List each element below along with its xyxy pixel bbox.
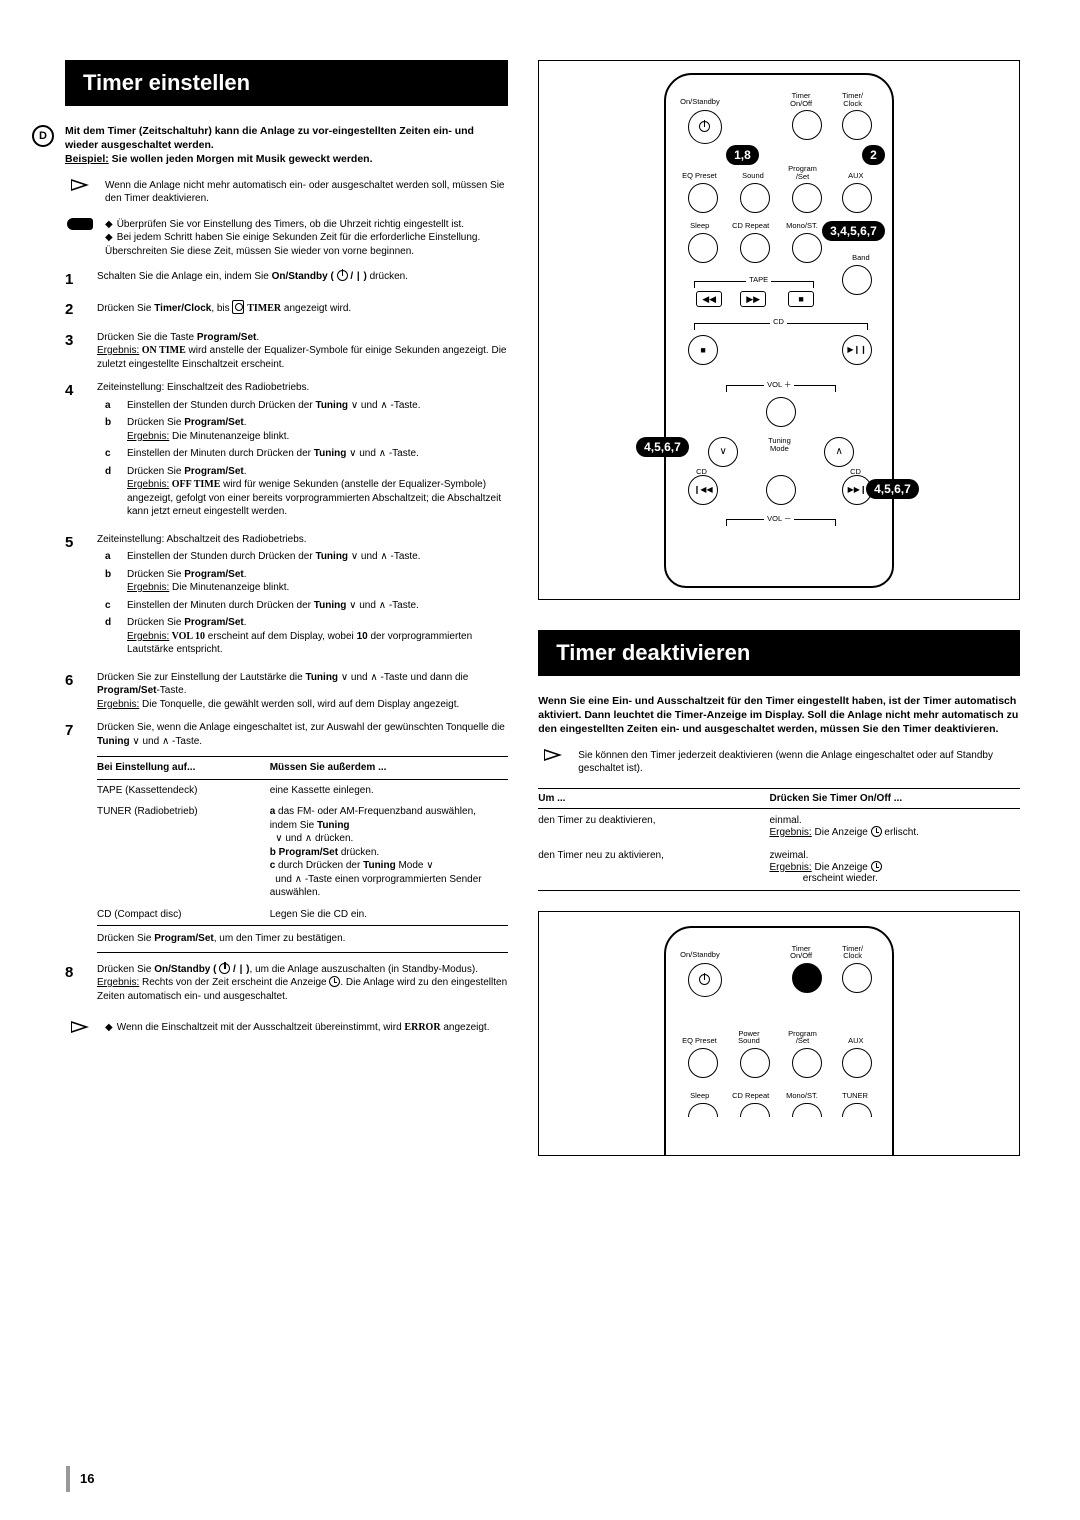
cd-stop-icon: ■: [688, 335, 718, 365]
step-1-num: 1: [65, 270, 85, 290]
step-6-num: 6: [65, 671, 85, 712]
cd-prev-icon: ❙◀◀: [688, 475, 718, 505]
step-5-num: 5: [65, 533, 85, 661]
step-3-num: 3: [65, 331, 85, 372]
clock-box-icon: [232, 300, 244, 314]
section-title-timer-set: Timer einstellen: [65, 60, 508, 106]
step-5: Zeiteinstellung: Abschaltzeit des Radiob…: [97, 533, 508, 661]
step-7-num: 7: [65, 721, 85, 953]
note-deactivate: Wenn die Anlage nicht mehr automatisch e…: [65, 179, 508, 206]
deact-table: Um ...Drücken Sie Timer On/Off ... den T…: [538, 788, 1020, 891]
note-error: ◆Wenn die Einschaltzeit mit der Ausschal…: [65, 1021, 508, 1035]
step-4: Zeiteinstellung: Einschaltzeit des Radio…: [97, 381, 508, 523]
clock-icon: [329, 976, 340, 987]
fastforward-icon: ▶▶: [740, 291, 766, 307]
step-8: Drücken Sie On/Standby ( / | ), um die A…: [97, 963, 508, 1004]
step-2: Drücken Sie Timer/Clock, bis TIMER angez…: [97, 300, 508, 320]
stop-icon: ■: [788, 291, 814, 307]
step-7: Drücken Sie, wenn die Anlage eingeschalt…: [97, 721, 508, 953]
rewind-icon: ◀◀: [696, 291, 722, 307]
deact-note: Sie können den Timer jederzeit deaktivie…: [538, 749, 1020, 776]
step-8-num: 8: [65, 963, 85, 1004]
remote-diagram-1: On/Standby TimerOn/Off Timer/Clock 1,8 2…: [538, 60, 1020, 600]
clock-icon: [871, 826, 882, 837]
step-2-num: 2: [65, 300, 85, 320]
deact-intro: Wenn Sie eine Ein- und Ausschaltzeit für…: [538, 694, 1020, 737]
step-1: Schalten Sie die Anlage ein, indem Sie O…: [97, 270, 508, 290]
arrow-right-icon: [65, 1021, 95, 1035]
arrow-right-icon: [65, 179, 95, 193]
step-4-num: 4: [65, 381, 85, 523]
remote-diagram-2: On/Standby TimerOn/Off Timer/Clock EQ Pr…: [538, 911, 1020, 1156]
step-6: Drücken Sie zur Einstellung der Lautstär…: [97, 671, 508, 712]
section-title-timer-deact: Timer deaktivieren: [538, 630, 1020, 676]
callout-2: 2: [862, 145, 885, 165]
arrow-right-icon: [538, 749, 568, 763]
hand-icon: [65, 218, 95, 232]
page-number: 16: [80, 1471, 94, 1486]
source-table: Bei Einstellung auf...Müssen Sie außerde…: [97, 756, 508, 926]
note-check: ◆Überprüfen Sie vor Einstellung des Time…: [65, 218, 508, 259]
cd-play-icon: ▶❙❙: [842, 335, 872, 365]
callout-1-8: 1,8: [726, 145, 759, 165]
clock-icon: [871, 861, 882, 872]
step-3: Drücken Sie die Taste Program/Set. Ergeb…: [97, 331, 508, 372]
callout-4567-right: 4,5,6,7: [866, 479, 919, 499]
page-bar: [66, 1466, 70, 1492]
power-icon: [219, 963, 230, 974]
language-badge: D: [32, 125, 54, 147]
callout-34567: 3,4,5,6,7: [822, 221, 885, 241]
power-icon: [337, 270, 348, 281]
callout-4567-left: 4,5,6,7: [636, 437, 689, 457]
intro-text: Mit dem Timer (Zeitschaltuhr) kann die A…: [65, 124, 508, 167]
